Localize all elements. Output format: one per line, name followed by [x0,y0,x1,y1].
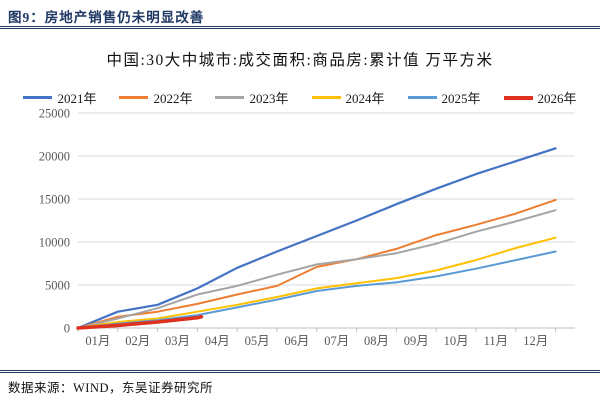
x-tick-label-12月: 12月 [523,334,548,348]
legend-item-2021: 2021年 [23,88,96,107]
legend-item-2023: 2023年 [215,88,289,107]
x-tick-label-03月: 03月 [165,334,190,348]
legend-item-2025: 2025年 [407,88,481,107]
series-line-2024 [77,236,557,329]
legend-line-swatch [119,96,149,99]
x-tick-label-01月: 01月 [85,334,110,348]
x-tick-label-09月: 09月 [404,334,429,348]
legend-label: 2023年 [249,91,289,106]
legend-line-swatch [215,96,245,99]
legend-item-2024: 2024年 [311,88,385,107]
x-tick-label-07月: 07月 [324,334,349,348]
y-tick-label: 15000 [39,193,70,207]
legend-line-swatch [311,96,341,99]
series-line-2025 [77,250,557,329]
data-source-note: 数据来源：WIND，东吴证券研究所 [8,381,214,395]
legend-label: 2024年 [345,91,385,106]
legend-item-2026: 2026年 [503,88,577,107]
legend-label: 2021年 [57,91,97,106]
series-line-2022 [77,198,557,329]
series-line-2026 [76,315,204,330]
legend-line-swatch [407,96,437,99]
legend-label: 2025年 [441,91,481,106]
x-tick-label-11月: 11月 [484,334,509,348]
x-tick-label-05月: 05月 [245,334,270,348]
series-line-2021 [76,147,557,330]
y-tick-label: 5000 [45,279,70,293]
y-tick-label: 25000 [39,107,70,121]
line-chart: 0 5000 10000 15000 20000 25000 01月 02月 03月 04月 05月… [39,107,575,348]
x-tick-label-10月: 10月 [444,334,469,348]
top-divider [0,26,600,29]
chart-legend: 2021年 2022年 2023年 2024年 2025年 2026年 [0,88,600,107]
y-tick-label: 10000 [39,236,70,250]
legend-label: 2022年 [153,91,193,106]
x-tick-label-04月: 04月 [205,334,230,348]
series-line-2023 [77,209,557,329]
x-tick-label-08月: 08月 [364,334,389,348]
legend-label: 2026年 [537,91,577,106]
x-tick-label-02月: 02月 [125,334,150,348]
legend-item-2022: 2022年 [119,88,192,107]
figure-title: 图9：房地产销售仍未明显改善 [8,10,205,25]
y-tick-label: 0 [64,322,70,336]
bottom-divider [0,370,600,373]
legend-line-swatch [503,95,533,100]
legend-line-swatch [23,96,53,99]
x-tick-label-06月: 06月 [284,334,309,348]
y-tick-label: 20000 [39,150,70,164]
chart-title: 中国:30大中城市:成交面积:商品房:累计值 万平方米 [106,52,494,69]
